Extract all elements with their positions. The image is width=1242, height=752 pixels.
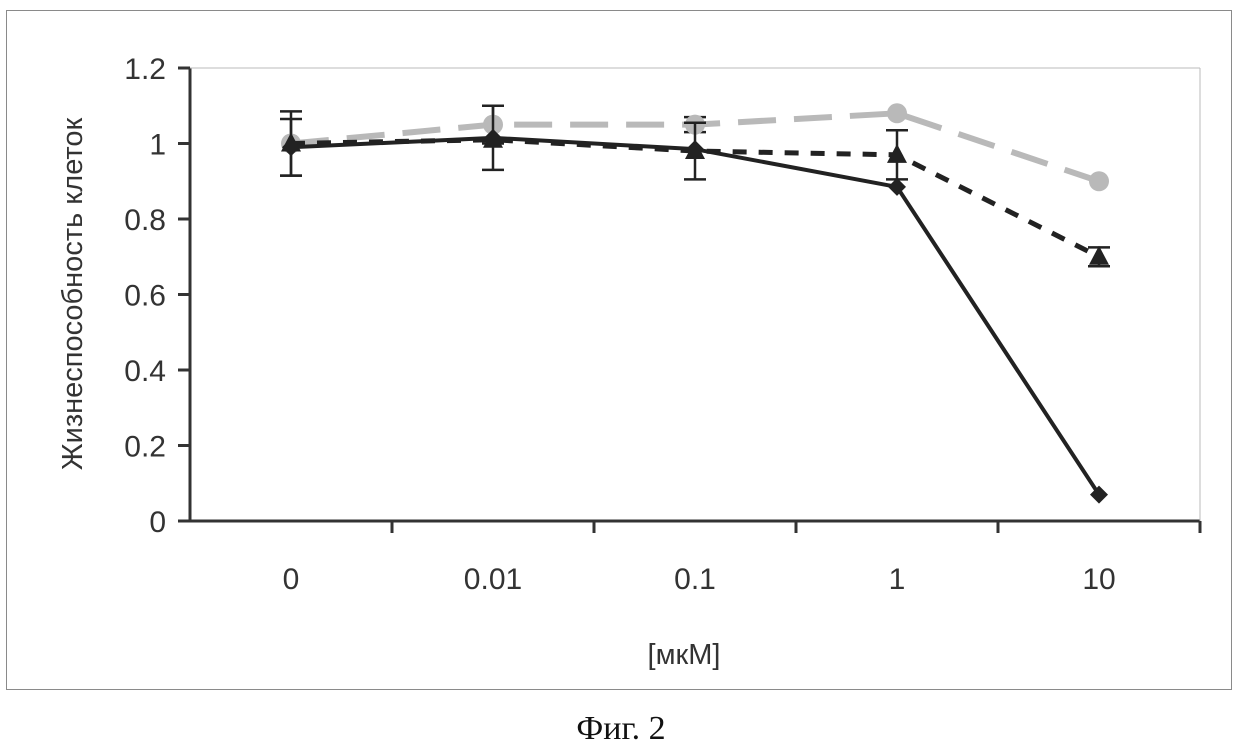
x-tick-label: 0.01 [464,563,522,596]
y-tick-label: 0 [149,506,166,539]
x-tick-label: 10 [1082,563,1115,596]
y-ticks: 0 0.2 0.4 0.6 0.8 1 1.2 [124,53,190,539]
series-line [290,135,1101,496]
y-tick-label: 0.6 [124,280,166,313]
data-point [1090,485,1108,504]
y-tick-label: 0.8 [124,204,166,237]
x-ticks: 0 0.01 0.1 1 10 [283,521,1202,596]
x-tick-label: 0 [283,563,300,596]
x-tick-label: 0.1 [674,563,716,596]
series [280,103,1110,504]
data-point [686,140,704,159]
figure-caption: Фиг. 2 [576,710,666,747]
data-point [282,138,300,157]
y-tick-label: 1.2 [124,53,166,86]
x-tick-label: 1 [889,563,906,596]
data-point [484,128,502,147]
data-point [1089,171,1109,192]
y-axis-title: Жизнеспособность клеток [57,118,89,471]
y-tick-label: 0.2 [124,431,166,464]
line-chart: 0 0.2 0.4 0.6 0.8 1 1.2 0 0.01 0.1 1 10 Жизнеспосо… [57,53,1202,671]
series-diamond-solid [280,104,1108,504]
x-axis-title: [мкМ] [648,639,721,671]
y-tick-label: 1 [149,129,166,162]
data-point [888,177,906,196]
data-point [887,103,907,124]
figure-frame [6,10,1232,690]
data-point [1089,245,1109,265]
data-point [887,143,907,163]
y-tick-label: 0.4 [124,355,166,388]
